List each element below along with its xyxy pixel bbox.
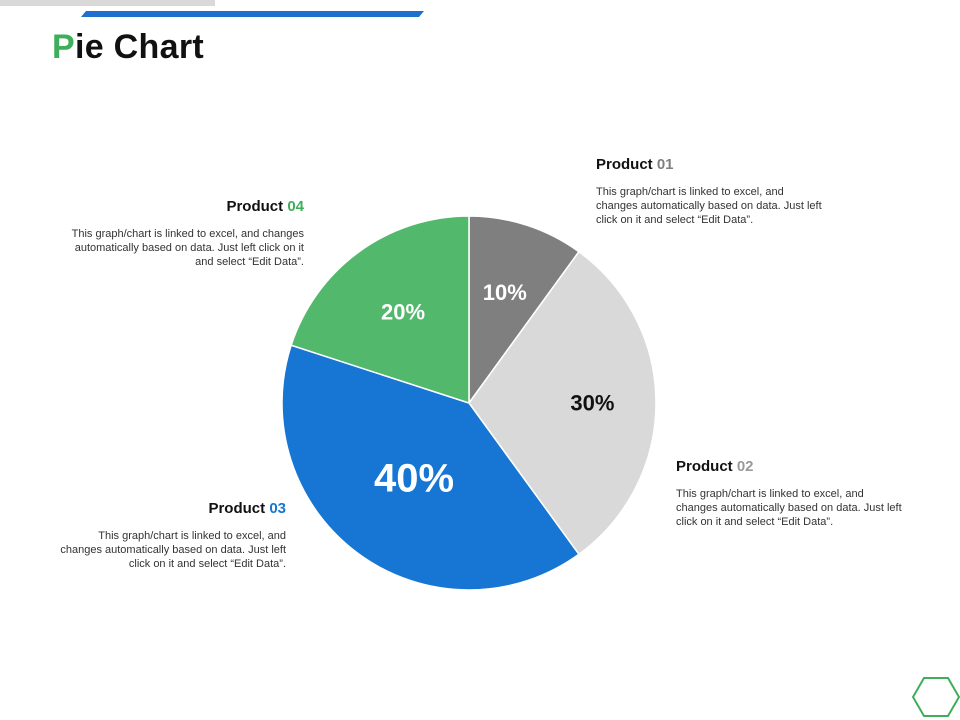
callout-product-03-title: Product 03 <box>36 500 286 517</box>
pie-label-product-01: 10% <box>483 280 527 305</box>
page-title-rest: ie Chart <box>74 28 204 66</box>
pie-label-product-02: 30% <box>570 391 614 416</box>
pie-label-product-03: 40% <box>374 457 454 501</box>
hexagon-outline-icon <box>912 677 960 717</box>
callout-product-01: Product 01 This graph/chart is linked to… <box>596 156 846 227</box>
callout-product-02: Product 02 This graph/chart is linked to… <box>676 458 926 529</box>
callout-product-04-text: This graph/chart is linked to excel, and… <box>71 228 304 268</box>
page-title: Pie Chart <box>52 28 204 67</box>
top-decor-gray-bar <box>0 0 215 6</box>
pie-slice-product-01 <box>468 215 580 406</box>
callout-product-03-text: This graph/chart is linked to excel, and… <box>60 530 286 570</box>
callout-product-02-number: 02 <box>736 458 754 475</box>
callout-product-04-title: Product 04 <box>54 198 304 215</box>
page-title-accent-letter: P <box>52 28 75 66</box>
pie-slice-product-03 <box>281 344 580 591</box>
callout-product-01-number: 01 <box>656 156 674 173</box>
callout-product-02-text: This graph/chart is linked to excel, and… <box>676 488 902 528</box>
pie-slice-product-04 <box>290 215 470 405</box>
callout-product-01-text: This graph/chart is linked to excel, and… <box>596 186 822 226</box>
callout-product-01-word: Product <box>596 156 653 173</box>
callout-product-04-number: 04 <box>287 198 304 215</box>
callout-product-04-word: Product <box>226 198 284 215</box>
callout-product-03-number: 03 <box>269 500 286 517</box>
pie-label-product-04: 20% <box>381 300 425 325</box>
pie-slice-product-02 <box>468 250 657 556</box>
callout-product-02-word: Product <box>676 458 733 475</box>
callout-product-01-title: Product 01 <box>596 156 846 173</box>
callout-product-03-word: Product <box>208 500 266 517</box>
callout-product-03: Product 03 This graph/chart is linked to… <box>36 500 286 571</box>
callout-product-04: Product 04 This graph/chart is linked to… <box>54 198 304 269</box>
callout-product-02-title: Product 02 <box>676 458 926 475</box>
